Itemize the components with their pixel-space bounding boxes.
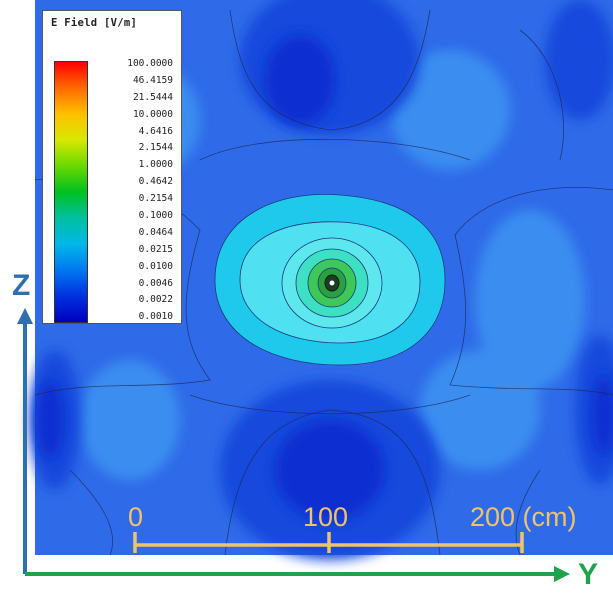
z-axis-arrowhead <box>17 308 33 324</box>
axis-arrows <box>17 308 570 582</box>
legend-value: 0.0022 <box>138 294 173 306</box>
field-regions-deep <box>36 35 613 520</box>
legend-value: 0.0464 <box>138 226 173 238</box>
legend-value: 0.0010 <box>138 311 173 323</box>
legend-value: 100.0000 <box>127 58 173 69</box>
legend-value: 0.0215 <box>138 243 173 255</box>
y-axis-arrowhead <box>554 566 570 582</box>
legend-value: 10.0000 <box>132 108 173 120</box>
legend-value: 21.5444 <box>132 91 173 103</box>
legend-value: 0.0046 <box>138 277 173 289</box>
legend-value: 0.2154 <box>138 193 173 205</box>
scale-label-100: 100 <box>303 502 349 532</box>
scale-label-0: 0 <box>128 502 144 532</box>
legend-value: 4.6416 <box>138 125 173 137</box>
legend-title: E Field [V/m] <box>51 17 138 29</box>
color-legend: E Field [V/m] 100.0000 46.4159 21.5444 1… <box>42 10 182 324</box>
legend-value: 0.4642 <box>138 176 173 188</box>
legend-value: 0.1000 <box>138 210 173 222</box>
legend-value-list: 100.0000 46.4159 21.5444 10.0000 4.6416 … <box>127 56 173 326</box>
legend-color-bar <box>54 61 88 323</box>
scale-bar <box>133 532 524 553</box>
z-axis-label: Z <box>12 269 31 302</box>
y-axis-label: Y <box>578 558 599 591</box>
scale-label-200: 200 (cm) <box>470 502 577 532</box>
field-map <box>30 0 613 560</box>
legend-value: 46.4159 <box>132 74 173 86</box>
legend-value: 2.1544 <box>138 142 173 154</box>
legend-value: 0.0100 <box>138 260 173 272</box>
central-hotspot <box>214 193 446 366</box>
legend-value: 1.0000 <box>138 159 173 171</box>
